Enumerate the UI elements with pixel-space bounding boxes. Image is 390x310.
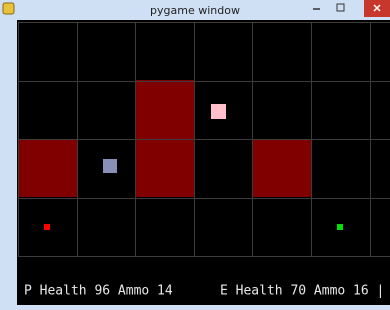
wall [18, 139, 77, 197]
player-status: P Health 96 Ammo 14 [24, 284, 173, 299]
window-title: pygame window [150, 4, 240, 17]
wall [135, 80, 194, 197]
pickup [103, 159, 117, 173]
close-button[interactable] [364, 0, 390, 17]
player [44, 224, 50, 230]
enemy [337, 224, 343, 230]
page: {"window": {"title": "pygame window"}, "… [0, 0, 390, 310]
wall [252, 139, 311, 197]
game-window: pygame window P Health 96 Ammo 14 E Heal… [0, 0, 390, 310]
enemy-status: E Health 70 Ammo 16 | Seek [220, 284, 390, 299]
window-icon [3, 3, 14, 14]
pickup [211, 104, 226, 119]
